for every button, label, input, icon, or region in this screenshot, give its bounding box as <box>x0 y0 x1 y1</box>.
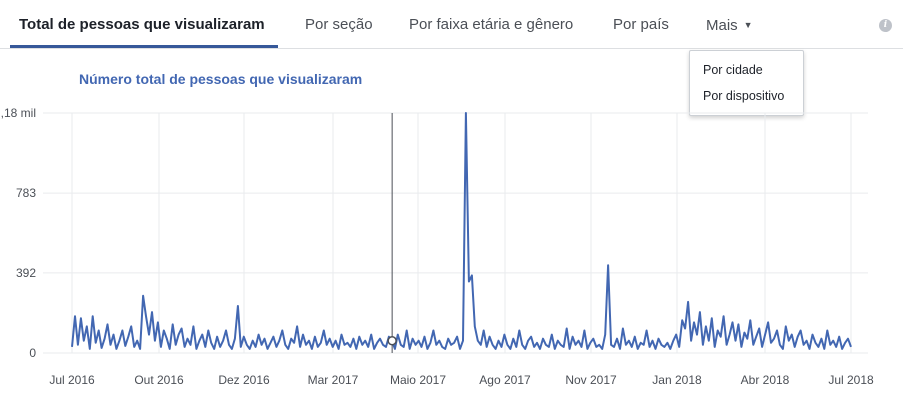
x-tick-label: Jul 2016 <box>49 373 95 387</box>
hover-marker <box>387 335 397 346</box>
tab-by-country[interactable]: Por país <box>613 16 669 33</box>
tab-by-age-gender[interactable]: Por faixa etária e gênero <box>409 16 574 33</box>
menu-item-by-city[interactable]: Por cidade <box>703 63 763 77</box>
tab-bar: Total de pessoas que visualizaram Por se… <box>0 0 903 49</box>
chart-title: Número total de pessoas que visualizaram <box>79 71 363 87</box>
x-tick-label: Mar 2017 <box>308 373 359 387</box>
tab-total-viewers[interactable]: Total de pessoas que visualizaram <box>10 0 278 48</box>
x-tick-label: Dez 2016 <box>218 373 270 387</box>
x-tick-label: Maio 2017 <box>390 373 446 387</box>
more-dropdown-menu: Por cidade Por dispositivo <box>689 50 804 116</box>
x-tick-label: Jan 2018 <box>652 373 702 387</box>
menu-item-by-device[interactable]: Por dispositivo <box>703 89 785 103</box>
y-tick-label: 0 <box>29 346 36 360</box>
tab-by-section[interactable]: Por seção <box>305 16 373 33</box>
x-tick-label: Out 2016 <box>134 373 184 387</box>
tab-more-label: Mais <box>706 17 738 34</box>
y-tick-label: ,18 mil <box>1 106 36 120</box>
x-tick-label: Jul 2018 <box>828 373 874 387</box>
x-tick-label: Ago 2017 <box>479 373 531 387</box>
info-icon[interactable]: i <box>879 19 892 32</box>
caret-down-icon: ▼ <box>743 20 753 30</box>
x-tick-label: Nov 2017 <box>565 373 617 387</box>
tab-more[interactable]: Mais ▼ <box>706 0 753 48</box>
series-line <box>71 112 852 350</box>
x-tick-label: Abr 2018 <box>741 373 790 387</box>
y-tick-label: 783 <box>16 186 36 200</box>
y-tick-label: 392 <box>16 266 36 280</box>
